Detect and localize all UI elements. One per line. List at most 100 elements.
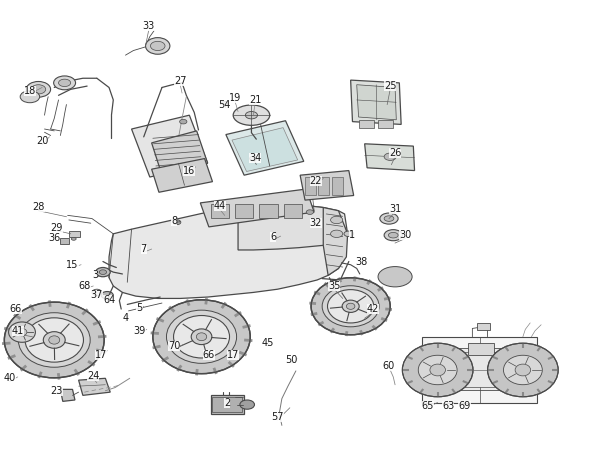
Text: 30: 30 [400, 230, 412, 240]
Ellipse shape [221, 101, 228, 105]
Ellipse shape [331, 230, 343, 238]
Bar [476, 323, 490, 330]
Polygon shape [323, 207, 348, 275]
Text: 57: 57 [271, 412, 284, 422]
Polygon shape [132, 115, 207, 177]
Ellipse shape [99, 270, 107, 275]
Text: 17: 17 [227, 350, 239, 360]
Text: 44: 44 [214, 201, 226, 211]
Ellipse shape [49, 336, 60, 344]
Ellipse shape [245, 112, 257, 119]
Text: 66: 66 [203, 350, 215, 360]
Text: 24: 24 [87, 370, 99, 381]
Text: 22: 22 [310, 176, 322, 186]
Text: 50: 50 [285, 355, 298, 365]
Ellipse shape [92, 289, 102, 296]
Polygon shape [300, 170, 354, 200]
Ellipse shape [20, 91, 40, 103]
Text: 19: 19 [229, 93, 241, 103]
Ellipse shape [233, 105, 270, 125]
Bar [212, 397, 242, 412]
Polygon shape [365, 144, 415, 170]
Ellipse shape [26, 81, 51, 97]
Text: 37: 37 [91, 290, 103, 300]
Bar [235, 204, 253, 218]
Ellipse shape [389, 232, 398, 238]
Ellipse shape [179, 119, 187, 124]
Ellipse shape [9, 322, 35, 342]
Polygon shape [60, 389, 75, 401]
Text: 66: 66 [10, 304, 22, 314]
Ellipse shape [96, 268, 110, 277]
Ellipse shape [146, 38, 170, 54]
Text: 25: 25 [384, 81, 396, 91]
Text: 1: 1 [350, 230, 356, 240]
Polygon shape [226, 121, 304, 175]
Ellipse shape [430, 364, 445, 376]
Text: 6: 6 [270, 232, 276, 242]
Ellipse shape [59, 79, 71, 87]
Text: 65: 65 [422, 401, 434, 411]
Text: 21: 21 [249, 95, 261, 105]
Bar [210, 204, 229, 218]
Ellipse shape [331, 216, 343, 224]
Ellipse shape [328, 290, 374, 323]
Ellipse shape [240, 400, 254, 409]
Bar [359, 120, 374, 128]
Text: 60: 60 [383, 361, 395, 371]
Ellipse shape [380, 213, 398, 224]
Text: 31: 31 [389, 204, 401, 214]
Ellipse shape [342, 300, 359, 313]
Text: 23: 23 [51, 386, 63, 396]
Ellipse shape [344, 231, 354, 237]
Ellipse shape [173, 220, 181, 225]
Ellipse shape [153, 300, 250, 374]
Bar [318, 177, 329, 194]
Text: 15: 15 [66, 260, 79, 270]
Ellipse shape [4, 302, 104, 378]
Bar [332, 177, 343, 194]
Ellipse shape [313, 220, 319, 224]
Ellipse shape [384, 216, 394, 221]
Polygon shape [422, 337, 537, 403]
Ellipse shape [17, 328, 27, 336]
Text: 34: 34 [249, 153, 261, 163]
Polygon shape [351, 80, 401, 125]
Text: 36: 36 [48, 233, 60, 244]
Polygon shape [79, 378, 110, 395]
Polygon shape [238, 205, 348, 250]
Text: 64: 64 [103, 295, 115, 305]
Text: 38: 38 [355, 257, 367, 267]
Ellipse shape [167, 310, 237, 363]
Text: 33: 33 [143, 21, 155, 31]
Ellipse shape [31, 85, 46, 94]
Ellipse shape [418, 355, 457, 385]
Text: 18: 18 [24, 86, 36, 96]
Bar [468, 343, 493, 355]
Ellipse shape [346, 303, 355, 309]
Text: 7: 7 [140, 244, 147, 254]
Bar [69, 231, 80, 237]
Ellipse shape [384, 230, 403, 241]
Text: 5: 5 [136, 303, 143, 313]
Polygon shape [357, 85, 396, 120]
Ellipse shape [54, 76, 76, 90]
Ellipse shape [173, 315, 229, 358]
Bar [438, 348, 523, 390]
Ellipse shape [151, 41, 165, 50]
Polygon shape [109, 205, 348, 299]
Polygon shape [365, 305, 379, 320]
Ellipse shape [18, 313, 90, 367]
Text: 26: 26 [389, 148, 401, 158]
Bar [60, 238, 70, 244]
Text: 45: 45 [261, 338, 273, 348]
Text: 35: 35 [328, 281, 340, 291]
Polygon shape [200, 189, 314, 227]
Ellipse shape [306, 210, 314, 214]
Text: 41: 41 [12, 326, 24, 336]
Text: 42: 42 [367, 304, 379, 314]
Polygon shape [152, 131, 207, 175]
Text: 4: 4 [123, 313, 129, 323]
Bar [210, 395, 244, 414]
Text: 29: 29 [51, 223, 63, 233]
